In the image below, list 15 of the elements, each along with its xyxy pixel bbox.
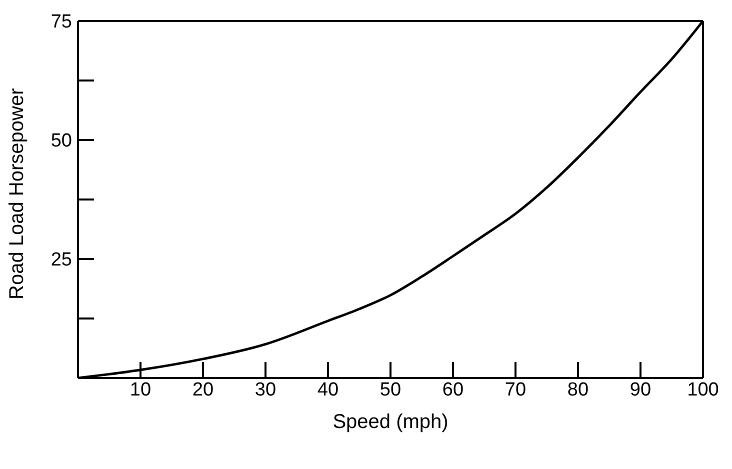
y-tick-label: 25	[50, 250, 72, 271]
x-tick-label: 50	[380, 379, 402, 400]
x-tick-label: 40	[317, 379, 339, 400]
x-tick-label: 100	[687, 379, 719, 400]
y-tick-label: 75	[50, 12, 72, 33]
y-tick-label: 50	[50, 130, 72, 152]
x-tick-label: 20	[192, 379, 214, 400]
x-tick-label: 10	[130, 379, 152, 400]
y-axis-title: Road Load Horsepower	[6, 88, 28, 300]
x-tick-label: 80	[567, 379, 589, 400]
x-tick-label: 70	[504, 379, 526, 400]
x-axis-title: Speed (mph)	[332, 411, 448, 433]
x-tick-label: 30	[254, 379, 276, 400]
x-tick-label: 90	[630, 379, 652, 400]
x-tick-label: 60	[442, 379, 464, 400]
